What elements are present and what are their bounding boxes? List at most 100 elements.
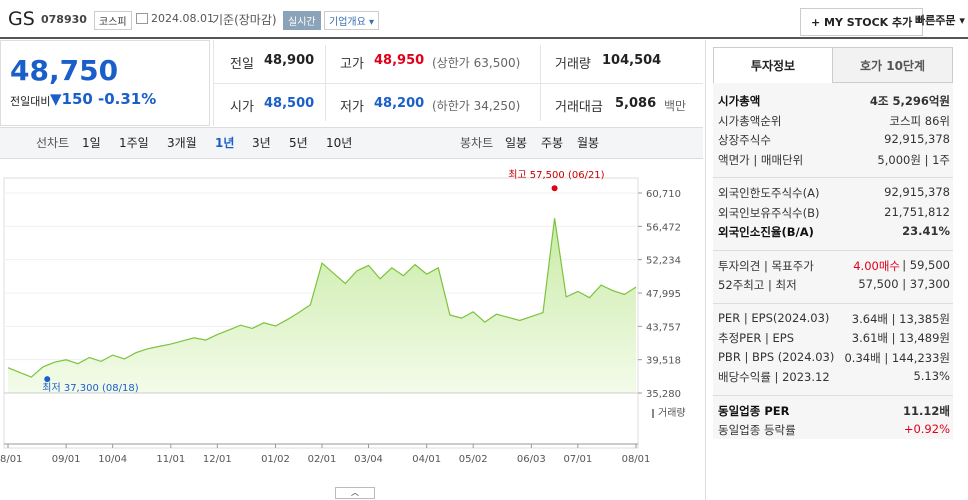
info-label: 동일업종 등락률 [718, 423, 796, 437]
summary-label: 고가 [340, 57, 364, 72]
basis: 기준(장마감) [212, 13, 277, 27]
section-line [713, 302, 953, 304]
y-tick-label: 39,518 [646, 356, 681, 367]
x-tick-label: 04/01 [412, 454, 441, 465]
info-value: 5,000원 | 1주 [877, 152, 950, 167]
quick-text: 빠른주문 [915, 14, 956, 27]
chart-nav [0, 127, 703, 159]
info-value: 코스피 86위 [889, 113, 950, 128]
info-value: 3.64배 | 13,385원 [851, 311, 950, 326]
section-line [713, 394, 953, 396]
info-label: 동일업종 PER [718, 403, 790, 418]
side-divider [705, 40, 706, 500]
side-box [713, 83, 953, 439]
info-row: 배당수익률 | 2023.12 5.13% [718, 369, 950, 387]
change-rate: -0.31% [98, 90, 157, 108]
info-label: 시가총액순위 [718, 113, 782, 128]
info-value: 92,915,378 [884, 185, 950, 199]
stock-name: GS [8, 8, 35, 30]
info-label: 상장주식수 [718, 133, 771, 147]
info-label: PBR | BPS (2024.03) [718, 349, 835, 364]
info-label: 외국인한도주식수(A) [718, 186, 820, 200]
max-marker [551, 185, 558, 192]
info-value: 0.34배 | 144,233원 [844, 350, 950, 365]
company-button[interactable]: 기업개요 ▾ [324, 11, 380, 30]
period-button[interactable]: 10년 [326, 136, 353, 150]
info-row: 52주최고 | 최저 57,500 | 37,300 [718, 277, 950, 295]
period-button[interactable]: 1주일 [119, 136, 149, 150]
change: ▼150 [50, 90, 93, 108]
info-value: 57,500 | 37,300 [858, 277, 950, 291]
mystock-text: MY STOCK 추가 [824, 16, 913, 29]
summary-label: 시가 [230, 100, 254, 115]
market-badge: 코스피 [94, 11, 132, 30]
summary-value: 48,900 [264, 53, 315, 68]
info-row: PBR | BPS (2024.03) 0.34배 | 144,233원 [718, 350, 950, 368]
summary-label: 거래량 [555, 57, 591, 72]
period-button[interactable]: 3년 [252, 136, 271, 150]
info-value: 3.61배 | 13,489원 [851, 331, 950, 345]
info-label: 시가총액 [718, 94, 761, 108]
mystock-button[interactable]: + MY STOCK 추가 [800, 8, 924, 36]
header-line [0, 37, 968, 39]
y-tick-label: 47,995 [646, 289, 681, 300]
info-row: 추정PER | EPS 3.61배 | 13,489원 [718, 330, 950, 348]
period-button[interactable]: 5년 [289, 136, 308, 150]
summary-value: 48,950 [374, 53, 425, 68]
info-row: 외국인보유주식수(B) 21,751,812 [718, 205, 950, 223]
tab[interactable]: 투자정보 [713, 47, 833, 83]
x-tick-label: 07/01 [563, 454, 592, 465]
volume-label: 거래량 [658, 407, 686, 419]
x-tick-label: 05/02 [459, 454, 488, 465]
candle-button[interactable]: 월봉 [577, 136, 600, 150]
y-tick-label: 43,757 [646, 322, 681, 333]
x-tick-label: 09/01 [52, 454, 81, 465]
y-tick-label: 35,280 [646, 389, 681, 400]
x-tick-label: 02/01 [308, 454, 337, 465]
plot-frame [3, 177, 639, 449]
section-line [713, 177, 953, 178]
info-value: 5.13% [913, 369, 950, 383]
volume-legend [652, 409, 654, 418]
summary-note: (상한가 63,500) [432, 56, 521, 70]
period-button[interactable]: 3개월 [167, 136, 197, 150]
summary-value: 48,200 [374, 96, 425, 111]
chart: 60,710 56,472 52,234 47,995 43,757 39,518 35,2… [0, 169, 686, 465]
realtime-badge: 실시간 [283, 11, 321, 30]
summary-label: 전일 [230, 57, 254, 72]
tab[interactable]: 호가 10단계 [833, 47, 953, 83]
period-button[interactable]: 1일 [82, 136, 101, 150]
candle-button[interactable]: 일봉 [505, 136, 528, 150]
info-label: 투자의견 | 목표주가 [718, 258, 814, 273]
x-tick-label: 10/04 [98, 454, 127, 465]
min-marker [44, 376, 51, 383]
period-button[interactable]: 1년 [215, 136, 235, 150]
info-value: 23.41% [902, 224, 950, 238]
change-label: 전일대비 [10, 95, 51, 108]
summary-label: 거래대금 [555, 100, 603, 115]
collapse-button[interactable]: ︿ [335, 487, 375, 499]
summary-label: 저가 [340, 100, 364, 115]
summary-note: 백만 [664, 99, 687, 113]
x-tick-label: 06/03 [517, 454, 546, 465]
info-row: 동일업종 등락률 +0.92% [718, 422, 950, 440]
summary-value: 5,086 [615, 96, 657, 111]
candle-button[interactable]: 주봉 [541, 136, 564, 150]
quick-order[interactable]: 빠른주문 ▾ [915, 14, 965, 27]
info-label: 배당수익률 | 2023.12 [718, 370, 830, 384]
info-row: 외국인소진율(B/A) 23.41% [718, 224, 950, 242]
y-tick-label: 56,472 [646, 222, 681, 233]
info-label: 52주최고 | 최저 [718, 278, 797, 292]
info-label: 액면가 | 매매단위 [718, 152, 804, 167]
stock-code: 078930 [41, 13, 87, 26]
info-row: 시가총액 4조 5,296억원 [718, 93, 950, 111]
section-line [713, 249, 953, 251]
info-row: PER | EPS(2024.03) 3.64배 | 13,385원 [718, 311, 950, 329]
info-row: 상장주식수 92,915,378 [718, 132, 950, 150]
min-label: 최저 37,300 (08/18) [42, 382, 138, 394]
info-value: +0.92% [903, 422, 950, 436]
info-row: 투자의견 | 목표주가 4.00매수 | 59,500 [718, 258, 950, 276]
info-value: 11.12배 [903, 403, 950, 418]
info-row: 액면가 | 매매단위 5,000원 | 1주 [718, 152, 950, 170]
